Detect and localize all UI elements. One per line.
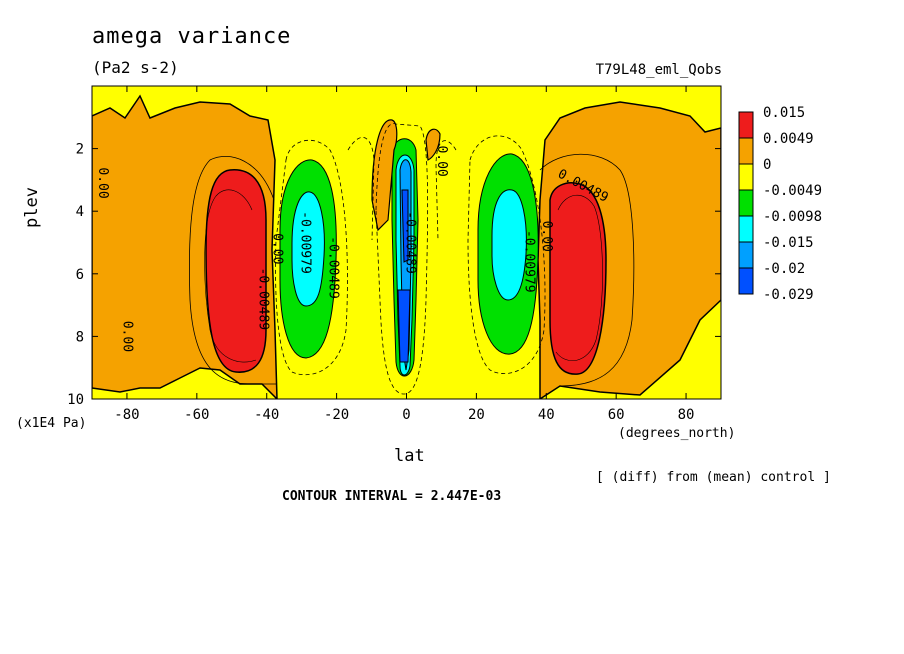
- colorbar-label: -0.02: [763, 261, 805, 277]
- x-tick-label: 40: [538, 407, 555, 423]
- colorbar-label: 0: [763, 157, 771, 173]
- y-axis-ticks: 2 4 6 8 10: [67, 142, 721, 408]
- colorbar-label: 0.015: [763, 105, 805, 121]
- contour-label: 0.00: [95, 167, 110, 198]
- chart-title: amega variance: [92, 24, 292, 49]
- colorbar-label: -0.015: [763, 235, 814, 251]
- x-axis-ticks: -80 -60 -40 -20 0 20 40 60 80: [114, 86, 694, 423]
- diff-note: [ (diff) from (mean) control ]: [596, 470, 831, 485]
- contour-label: -0.00489: [403, 211, 418, 274]
- contour-fill-layer: [92, 86, 721, 399]
- y-tick-label: 6: [76, 267, 84, 283]
- contour-label: 0.00: [119, 321, 134, 352]
- x-axis-label: lat: [394, 446, 425, 466]
- colorbar-swatch: [738, 241, 754, 269]
- y-axis-units: (x1E4 Pa): [16, 416, 87, 431]
- contour-label: -0.00489: [256, 268, 271, 331]
- colorbar-swatch: [738, 267, 754, 295]
- y-tick-label: 2: [76, 142, 84, 158]
- y-tick-label: 8: [76, 329, 84, 345]
- chart-units: (Pa2 s-2): [92, 58, 179, 77]
- x-tick-label: -60: [184, 407, 209, 423]
- x-tick-label: 20: [468, 407, 485, 423]
- experiment-label: T79L48_eml_Qobs: [595, 62, 722, 78]
- x-tick-label: 60: [608, 407, 625, 423]
- colorbar: 0.015 0.0049 0 -0.0049 -0.0098 -0.015 -0.02 -0.…: [738, 105, 822, 303]
- x-tick-label: -20: [324, 407, 349, 423]
- x-tick-label: -80: [114, 407, 139, 423]
- x-tick-label: -40: [254, 407, 279, 423]
- colorbar-swatch: [738, 163, 754, 191]
- contour-label: -0.00489: [326, 236, 341, 299]
- y-tick-label: 10: [67, 392, 84, 408]
- colorbar-swatch: [738, 189, 754, 217]
- x-tick-label: 0: [402, 407, 410, 423]
- contour-interval: CONTOUR INTERVAL = 2.447E-03: [282, 489, 502, 504]
- contour-label: -0.00979: [521, 230, 536, 293]
- contour-label: -0.00979: [298, 211, 313, 274]
- x-tick-label: 80: [678, 407, 695, 423]
- colorbar-swatch: [738, 111, 754, 139]
- colorbar-swatch: [738, 215, 754, 243]
- colorbar-label: 0.0049: [763, 131, 814, 147]
- colorbar-label: -0.0098: [763, 209, 822, 225]
- colorbar-label: -0.029: [763, 287, 814, 303]
- x-axis-units: (degrees_north): [618, 426, 736, 441]
- contour-label: 0.00: [539, 221, 554, 252]
- y-tick-label: 4: [76, 204, 84, 220]
- colorbar-swatch: [738, 137, 754, 165]
- contour-label: 0.00: [270, 233, 285, 264]
- colorbar-label: -0.0049: [763, 183, 822, 199]
- contour-label: 0.00: [434, 145, 449, 176]
